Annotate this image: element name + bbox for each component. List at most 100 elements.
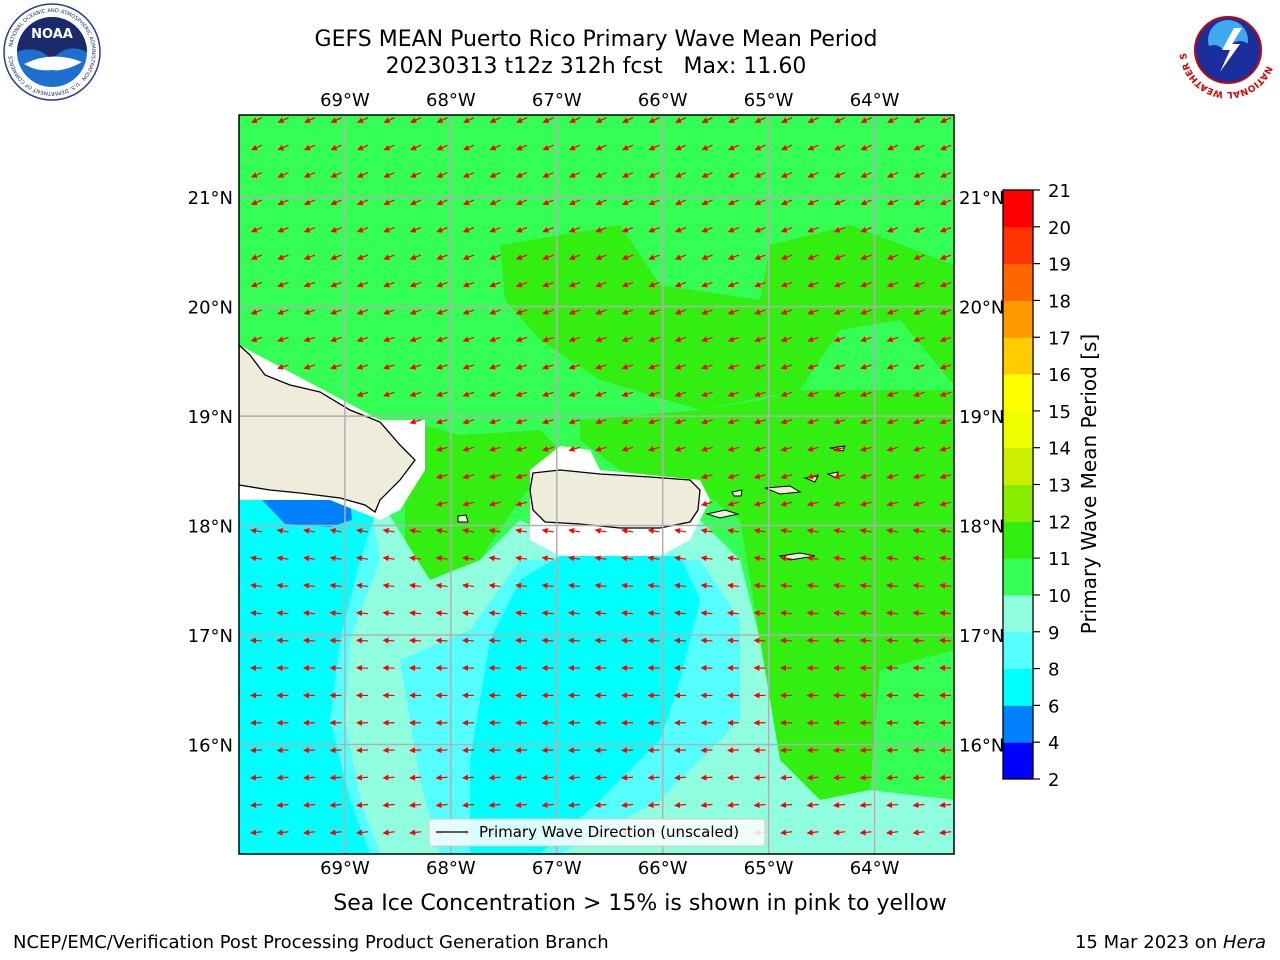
wave-arrow xyxy=(807,281,819,288)
wave-arrow xyxy=(383,117,395,123)
wave-arrow xyxy=(834,144,846,151)
wave-arrow xyxy=(409,418,422,425)
wave-arrow xyxy=(912,473,925,480)
wave-arrow xyxy=(382,610,395,617)
wave-arrow xyxy=(913,144,925,151)
wave-arrow xyxy=(541,527,554,534)
wave-arrow xyxy=(886,610,899,617)
wave-arrow xyxy=(807,309,819,315)
wave-arrow xyxy=(754,391,766,398)
wave-arrow xyxy=(807,336,819,343)
wave-arrow xyxy=(939,254,952,260)
wave-arrow xyxy=(727,363,740,370)
noaa-logo: NOAA NATIONAL OCEANIC AND ATMOSPHERIC AD… xyxy=(3,3,101,101)
lon-tick-top: 66°W xyxy=(638,90,688,111)
wave-arrow xyxy=(357,144,369,151)
wave-arrow xyxy=(807,117,819,123)
wave-arrow xyxy=(621,555,634,562)
wave-arrow xyxy=(542,281,554,288)
wave-arrow xyxy=(674,582,687,589)
wave-arrow xyxy=(647,610,660,617)
wave-arrow xyxy=(674,254,687,260)
wave-arrow xyxy=(595,418,607,425)
wave-arrow xyxy=(648,363,660,370)
wave-arrow xyxy=(833,582,846,589)
wave-arrow xyxy=(542,254,554,260)
wave-arrow xyxy=(860,309,872,315)
wave-arrow xyxy=(410,144,422,151)
wave-arrow xyxy=(939,281,952,288)
wave-arrow xyxy=(754,254,766,260)
wave-arrow xyxy=(568,446,581,452)
wave-arrow xyxy=(276,582,289,589)
colorbar-block xyxy=(1003,484,1033,522)
wave-arrow xyxy=(568,281,581,288)
wave-arrow xyxy=(939,473,952,480)
wave-arrow xyxy=(834,117,846,123)
period-zone-11c xyxy=(405,420,560,580)
wave-arrow xyxy=(329,637,342,644)
wave-arrow xyxy=(515,774,528,781)
colorbar-block xyxy=(1003,337,1033,375)
nws-logo: NATIONAL WEATHER SERVICE xyxy=(1178,0,1276,99)
lat-tick-right: 20°N xyxy=(959,298,1004,319)
wave-arrow xyxy=(886,774,899,781)
wave-arrow xyxy=(303,555,316,562)
wave-arrow xyxy=(806,582,819,589)
wave-arrow xyxy=(913,336,925,343)
wave-arrow xyxy=(462,226,475,233)
wave-arrow xyxy=(489,144,501,151)
wave-arrow xyxy=(356,336,369,343)
wave-arrow xyxy=(330,281,342,288)
wave-arrow xyxy=(754,363,766,370)
wave-arrow xyxy=(806,473,819,480)
wave-arrow xyxy=(303,336,316,343)
wave-arrow xyxy=(409,527,422,534)
wave-arrow xyxy=(489,226,501,233)
wave-arrow xyxy=(647,527,660,534)
wave-arrow xyxy=(833,555,846,562)
wave-arrow xyxy=(727,802,740,809)
wave-arrow xyxy=(435,610,448,617)
wave-arrow xyxy=(807,363,819,370)
wave-arrow xyxy=(939,500,952,507)
land-virgin-islands xyxy=(764,485,802,495)
colorbar-tick-label: 4 xyxy=(1048,733,1059,754)
wave-arrow xyxy=(780,555,793,562)
wave-arrow xyxy=(753,555,766,562)
wave-arrow xyxy=(303,309,316,315)
wave-arrow xyxy=(727,774,740,781)
wave-arrow xyxy=(409,610,422,617)
wave-arrow xyxy=(409,774,422,781)
wave-arrow xyxy=(806,774,819,781)
wave-arrow xyxy=(542,226,554,233)
wave-arrow xyxy=(727,254,740,260)
wave-arrow xyxy=(780,829,793,836)
wave-arrow xyxy=(886,226,899,233)
wave-arrow xyxy=(621,802,634,809)
wave-arrow xyxy=(515,281,528,288)
wave-arrow xyxy=(913,199,925,206)
wave-arrow xyxy=(859,473,872,480)
wave-arrow xyxy=(569,144,581,151)
wave-arrow xyxy=(595,363,607,370)
wave-arrow xyxy=(436,281,448,288)
wave-arrow xyxy=(622,117,634,123)
wave-arrow xyxy=(594,446,607,452)
wave-arrow xyxy=(304,144,316,151)
wave-arrow xyxy=(435,802,448,809)
wave-arrow xyxy=(833,500,846,507)
lat-tick-right: 16°N xyxy=(959,736,1004,757)
wave-arrow xyxy=(886,446,899,452)
wave-arrow xyxy=(303,226,316,233)
wave-arrow xyxy=(462,254,475,260)
wave-arrow xyxy=(488,610,501,617)
lat-tick-right: 17°N xyxy=(959,626,1004,647)
wave-arrow xyxy=(303,527,316,534)
wave-arrow xyxy=(886,391,899,398)
wave-arrow xyxy=(382,829,395,836)
wave-arrow xyxy=(939,527,952,534)
wave-arrow xyxy=(806,637,819,644)
wave-arrow xyxy=(595,226,607,233)
wave-arrow xyxy=(250,226,263,233)
